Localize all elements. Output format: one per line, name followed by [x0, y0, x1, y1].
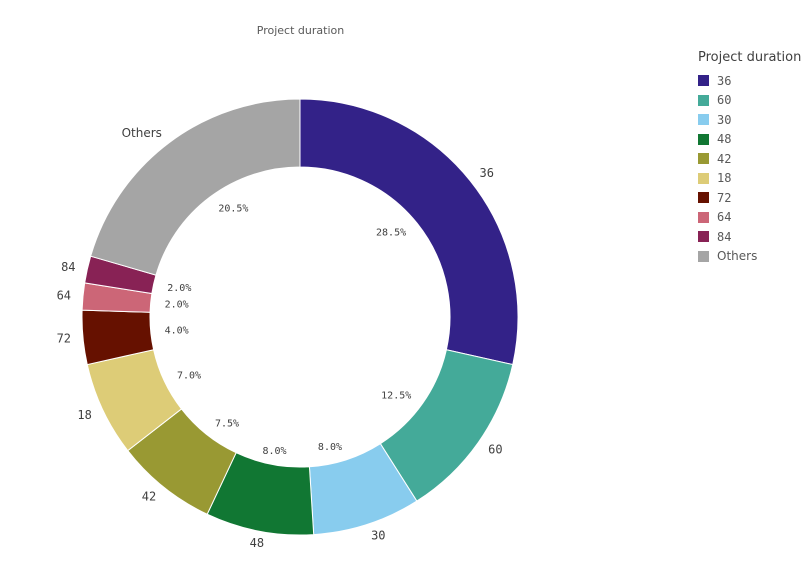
slice-label: 18 — [77, 408, 91, 422]
percent-label: 2.0% — [165, 300, 189, 311]
slice-label: 84 — [61, 260, 75, 274]
slices — [81, 98, 519, 536]
legend-item[interactable]: Others — [698, 247, 801, 267]
slice-label: 30 — [371, 529, 385, 543]
slice-label: 48 — [250, 536, 264, 550]
slice-label: Others — [122, 126, 162, 140]
legend-label: Others — [717, 249, 758, 264]
legend-label: 30 — [717, 112, 732, 127]
percent-label: 8.0% — [318, 442, 342, 453]
legend-swatch — [698, 192, 709, 204]
slice-label: 36 — [479, 166, 493, 180]
legend-swatch — [698, 114, 709, 126]
legend-label: 84 — [717, 229, 732, 244]
slice-label: 72 — [57, 332, 71, 346]
legend-item[interactable]: 64 — [698, 208, 801, 228]
percent-label: 28.5% — [376, 227, 406, 238]
legend-item[interactable]: 60 — [698, 91, 801, 111]
legend-label: 36 — [717, 73, 732, 88]
slice-label: 42 — [142, 489, 156, 503]
legend-label: 72 — [717, 190, 732, 205]
slice-label: 60 — [488, 442, 502, 456]
legend-item[interactable]: 72 — [698, 188, 801, 208]
legend-swatch — [698, 133, 709, 145]
legend-title: Project duration — [698, 50, 802, 65]
legend-label: 48 — [717, 132, 732, 147]
legend-swatch — [698, 75, 709, 87]
percent-label: 4.0% — [165, 325, 189, 336]
slice-label: 64 — [57, 288, 71, 302]
legend-label: 42 — [717, 151, 732, 166]
legend-item[interactable]: 36 — [698, 71, 801, 91]
percent-label: 2.0% — [167, 283, 191, 294]
legend-swatch — [698, 211, 709, 223]
legend-items: 36 60 30 48 42 18 72 64 84 Others — [698, 71, 801, 266]
slice-labels: 36 60 30 48 42 18 72 64 84 Others — [57, 126, 503, 550]
percent-label: 12.5% — [381, 391, 411, 402]
legend-item[interactable]: 42 — [698, 149, 801, 169]
percent-label: 7.0% — [177, 370, 201, 381]
slice-36[interactable] — [299, 98, 519, 366]
legend-swatch — [698, 153, 709, 165]
percent-label: 7.5% — [215, 419, 239, 430]
legend-item[interactable]: 18 — [698, 169, 801, 189]
legend-swatch — [698, 94, 709, 106]
donut-chart: 28.5% 12.5% 8.0% 8.0% 7.5% 7.0% 4.0% 2.0% 2.0% 20… — [57, 98, 519, 550]
legend-swatch — [698, 172, 709, 184]
percent-label: 20.5% — [218, 204, 248, 215]
legend: Project duration 36 60 30 48 42 18 72 64 84 Other… — [698, 50, 801, 266]
legend-label: 60 — [717, 93, 732, 108]
legend-label: 18 — [717, 171, 732, 186]
slice-others[interactable] — [90, 98, 301, 276]
legend-item[interactable]: 48 — [698, 130, 801, 150]
legend-swatch — [698, 231, 709, 243]
legend-swatch — [698, 250, 709, 262]
percent-label: 8.0% — [262, 446, 286, 457]
legend-label: 64 — [717, 210, 732, 225]
percent-labels: 28.5% 12.5% 8.0% 8.0% 7.5% 7.0% 4.0% 2.0% 2.0% 20… — [165, 204, 412, 457]
legend-item[interactable]: 84 — [698, 227, 801, 247]
legend-item[interactable]: 30 — [698, 110, 801, 130]
chart-title: Project duration — [256, 24, 345, 37]
